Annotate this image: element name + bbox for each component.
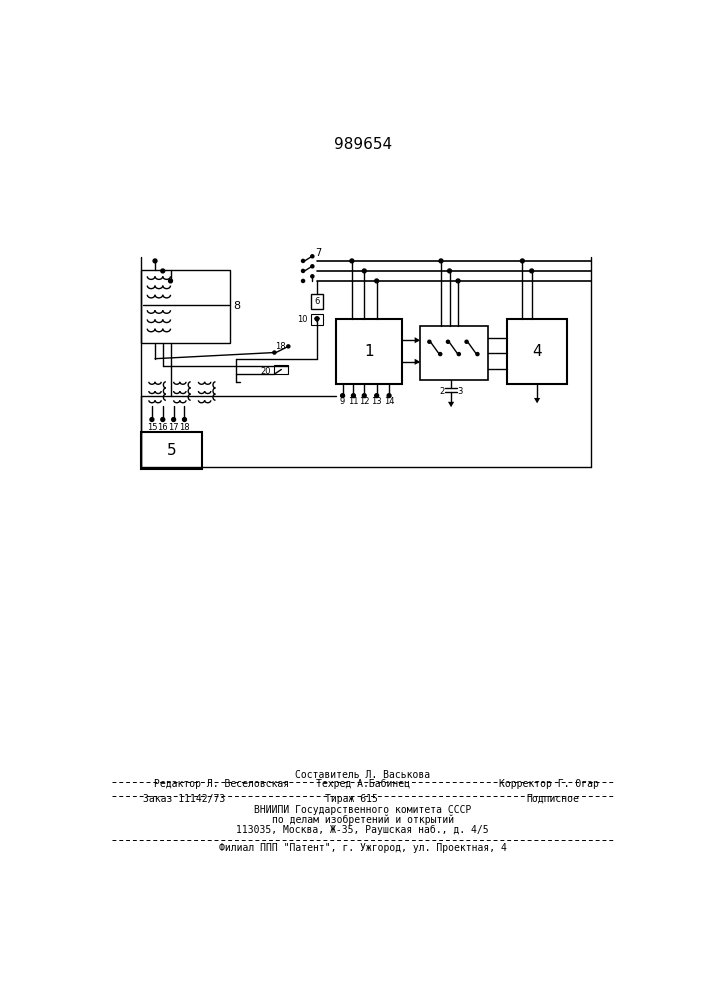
Circle shape (168, 279, 173, 283)
Text: 4: 4 (532, 344, 542, 359)
Circle shape (311, 255, 314, 258)
Text: 20: 20 (260, 367, 271, 376)
Circle shape (476, 353, 479, 356)
Circle shape (273, 351, 276, 354)
Text: 13: 13 (371, 397, 382, 406)
Circle shape (438, 353, 442, 356)
Circle shape (172, 418, 175, 421)
Text: Филиал ППП "Патент", г. Ужгород, ул. Проектная, 4: Филиал ППП "Патент", г. Ужгород, ул. Про… (218, 843, 507, 853)
Text: 10: 10 (297, 315, 308, 324)
Polygon shape (414, 359, 420, 365)
Circle shape (301, 269, 305, 272)
Circle shape (182, 418, 187, 421)
Text: 6: 6 (315, 297, 320, 306)
Polygon shape (448, 402, 454, 407)
Text: 1: 1 (364, 344, 374, 359)
Circle shape (287, 345, 290, 348)
Circle shape (457, 353, 460, 356)
Polygon shape (534, 398, 540, 403)
Circle shape (160, 269, 165, 273)
Text: 989654: 989654 (334, 137, 392, 152)
Bar (420, 326, 489, 380)
Circle shape (301, 259, 305, 262)
Text: 3: 3 (457, 387, 463, 396)
Bar (311, 294, 323, 309)
Text: Тираж 615: Тираж 615 (325, 794, 378, 804)
Circle shape (456, 279, 460, 283)
Text: Редактор Л. Веселовская: Редактор Л. Веселовская (154, 779, 289, 789)
Text: Заказ 11142/73: Заказ 11142/73 (143, 794, 225, 804)
Circle shape (520, 259, 525, 263)
Circle shape (301, 279, 305, 282)
Text: 5: 5 (166, 443, 176, 458)
Bar (141, 270, 230, 343)
Bar (311, 314, 323, 325)
Circle shape (428, 340, 431, 343)
Bar (141, 432, 201, 469)
Text: по делам изобретений и открытий: по делам изобретений и открытий (271, 815, 454, 825)
Text: ВНИИПИ Государственного комитета СССР: ВНИИПИ Государственного комитета СССР (254, 805, 472, 815)
Text: 18: 18 (275, 342, 286, 351)
Text: Подписное: Подписное (526, 794, 579, 804)
Circle shape (446, 340, 450, 343)
Text: 2: 2 (439, 387, 445, 396)
Bar (274, 365, 288, 374)
Text: 18: 18 (179, 423, 189, 432)
Circle shape (363, 269, 366, 273)
Text: 11: 11 (348, 397, 358, 406)
Bar (507, 319, 567, 384)
Circle shape (311, 275, 314, 278)
Text: 9: 9 (340, 397, 345, 406)
Text: 16: 16 (158, 423, 168, 432)
Circle shape (351, 394, 356, 398)
Text: 8: 8 (233, 301, 240, 311)
Text: 15: 15 (146, 423, 157, 432)
Circle shape (530, 269, 534, 273)
Text: 113035, Москва, Ж-35, Раушская наб., д. 4/5: 113035, Москва, Ж-35, Раушская наб., д. … (236, 825, 489, 835)
Circle shape (465, 340, 468, 343)
Text: 7: 7 (315, 248, 322, 258)
Circle shape (363, 394, 366, 398)
Circle shape (311, 265, 314, 268)
Circle shape (375, 394, 379, 398)
Text: 14: 14 (384, 397, 395, 406)
Circle shape (150, 418, 154, 421)
Circle shape (160, 418, 165, 421)
Circle shape (439, 259, 443, 263)
Bar (337, 319, 402, 384)
Circle shape (375, 279, 379, 283)
Circle shape (341, 394, 344, 398)
Circle shape (448, 269, 452, 273)
Circle shape (153, 259, 157, 263)
Polygon shape (314, 318, 320, 323)
Text: 12: 12 (359, 397, 370, 406)
Text: Корректор Г. Огар: Корректор Г. Огар (499, 779, 599, 789)
Text: Техред А.Бабинец: Техред А.Бабинец (316, 779, 410, 789)
Text: 17: 17 (168, 423, 179, 432)
Circle shape (315, 317, 319, 321)
Text: Составитель Л. Васькова: Составитель Л. Васькова (295, 770, 431, 780)
Polygon shape (414, 337, 420, 343)
Circle shape (387, 394, 391, 398)
Circle shape (350, 259, 354, 263)
